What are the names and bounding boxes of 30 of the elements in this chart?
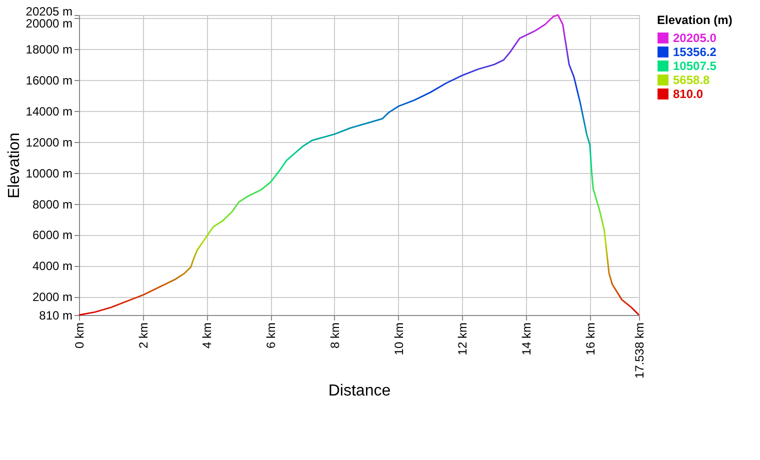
x-tick-label: 17.538 km <box>632 322 646 379</box>
color-bar-label: 20205.0 <box>673 31 717 45</box>
x-tick-label: 16 km <box>583 322 598 356</box>
color-bar-label: 15356.2 <box>673 45 717 59</box>
y-tick-label: 8000 m <box>32 197 72 212</box>
y-axis-title: Elevation <box>6 132 23 198</box>
y-tick-label: 12000 m <box>26 135 72 150</box>
x-tick-label: 2 km <box>136 322 150 349</box>
color-bar-label: 10507.5 <box>673 59 717 73</box>
x-tick-label: 0 km <box>72 322 86 349</box>
x-tick-label: 10 km <box>392 322 406 356</box>
y-tick-label: 14000 m <box>26 104 72 118</box>
y-tick-label: 20205 m <box>26 4 72 18</box>
x-tick-label: 4 km <box>200 322 214 349</box>
x-tick-label: 14 km <box>520 322 534 356</box>
y-tick-label: 810 m <box>39 308 72 322</box>
x-tick-label: 12 km <box>456 322 470 356</box>
x-axis-title: Distance <box>328 382 391 400</box>
y-tick-label: 4000 m <box>32 259 72 274</box>
color-bar-label: 5658.8 <box>673 73 710 87</box>
x-tick-label: 6 km <box>264 322 278 349</box>
y-tick-label: 6000 m <box>32 228 72 242</box>
legend-title: Elevation (m) <box>657 13 732 27</box>
x-tick-label: 8 km <box>328 322 342 349</box>
y-tick-label: 10000 m <box>26 166 72 180</box>
y-tick-label: 20000 m <box>26 16 72 31</box>
color-bar-label: 810.0 <box>673 87 704 101</box>
y-tick-label: 2000 m <box>32 290 72 304</box>
y-tick-label: 16000 m <box>26 74 72 88</box>
y-tick-label: 18000 m <box>26 42 72 57</box>
